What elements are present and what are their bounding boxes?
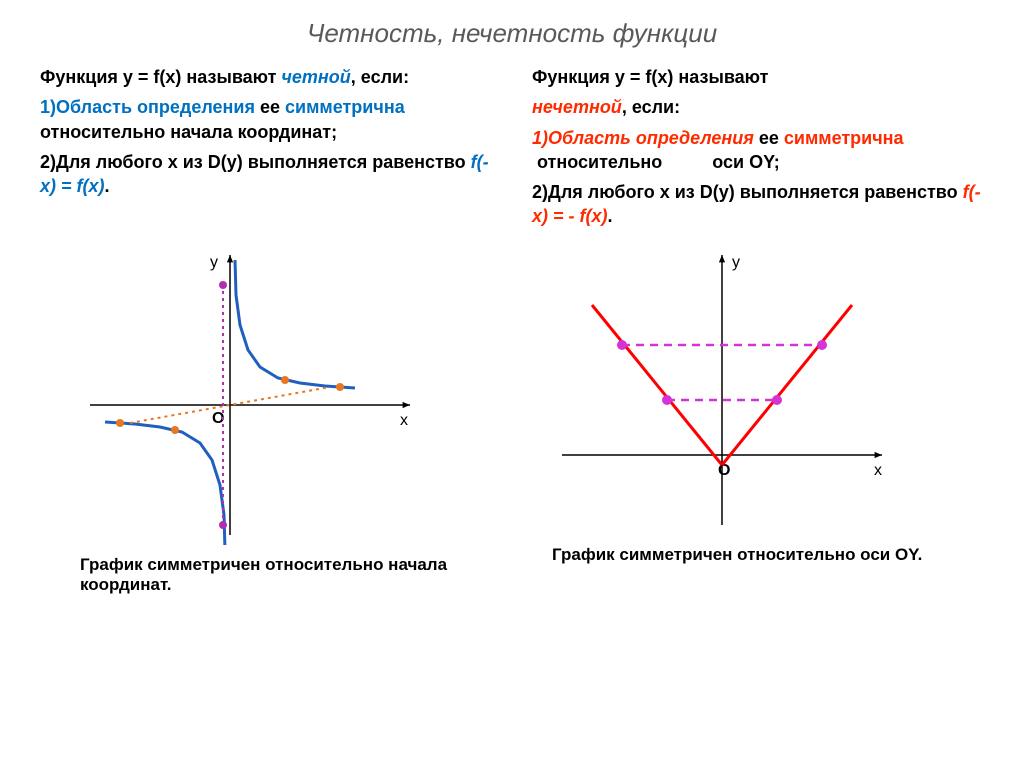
chart-left: Oxy График симметричен относительно нача… — [80, 245, 492, 595]
text: , если: — [351, 67, 409, 87]
page-title: Четность, нечетность функции — [0, 0, 1024, 59]
left-def-line1: Функция y = f(x) называют четной, если: — [40, 65, 492, 89]
text: . — [608, 206, 613, 226]
left-cond1: 1)Область определения ее симметрична отн… — [40, 95, 492, 144]
odd-word: нечетной — [532, 97, 622, 117]
text: 1)Область определения — [532, 128, 754, 148]
right-def-line1: Функция y = f(x) называют — [532, 65, 984, 89]
svg-text:y: y — [732, 254, 740, 271]
left-cond2: 2)Для любого x из D(y) выполняется равен… — [40, 150, 492, 199]
right-column: Функция y = f(x) называют нечетной, если… — [532, 59, 984, 235]
svg-text:x: x — [400, 412, 408, 429]
svg-text:x: x — [874, 462, 882, 479]
text: , если: — [622, 97, 680, 117]
charts-row: Oxy График симметричен относительно нача… — [0, 235, 1024, 595]
text: ее — [754, 128, 784, 148]
text: симметрична — [784, 128, 904, 148]
odd-graph: Oxy — [552, 245, 892, 535]
text: ее — [255, 97, 285, 117]
even-graph: Oxy — [80, 245, 420, 545]
chart-right: Oxy График симметричен относительно оси … — [552, 245, 964, 595]
right-cond2: 2)Для любого x из D(y) выполняется равен… — [532, 180, 984, 229]
text: 2)Для любого x из D(y) выполняется равен… — [532, 182, 963, 202]
even-word: четной — [281, 67, 350, 87]
right-def-line1b: нечетной, если: — [532, 95, 984, 119]
text: Область определения — [56, 97, 255, 117]
right-cond1: 1)Область определения ее симметрична отн… — [532, 126, 984, 175]
text: симметрична — [285, 97, 405, 117]
right-caption: График симметричен относительно оси OY. — [552, 545, 964, 565]
text: Функция y = f(x) называют — [40, 67, 281, 87]
svg-text:y: y — [210, 254, 218, 271]
text: Функция y = f(x) называют — [532, 67, 768, 87]
left-caption: График симметричен относительно начала к… — [80, 555, 492, 595]
text: 2)Для любого x из D(y) выполняется равен… — [40, 152, 471, 172]
text: . — [105, 176, 110, 196]
definitions-row: Функция y = f(x) называют четной, если: … — [0, 59, 1024, 235]
text: относительно начала координат; — [40, 122, 337, 142]
text: относительно оси OY; — [532, 152, 780, 172]
left-column: Функция y = f(x) называют четной, если: … — [40, 59, 492, 235]
text: 1) — [40, 97, 56, 117]
